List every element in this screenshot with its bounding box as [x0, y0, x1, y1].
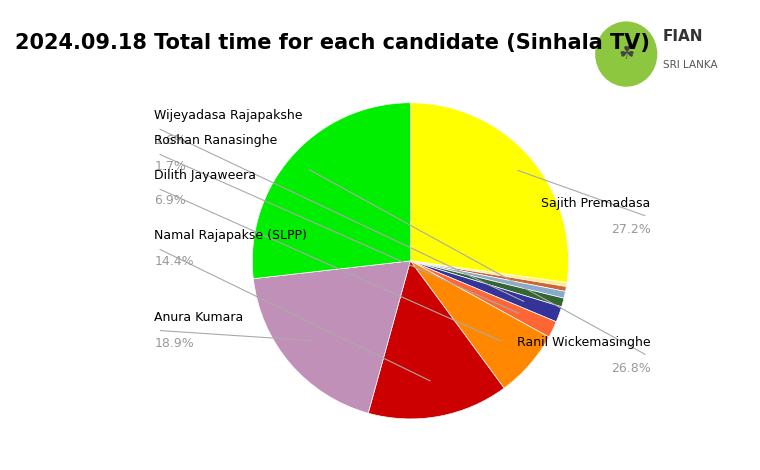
Text: 1.7%: 1.7%: [154, 160, 186, 172]
Text: Sajith Premadasa: Sajith Premadasa: [541, 197, 651, 210]
Text: Ranil Wickemasinghe: Ranil Wickemasinghe: [517, 337, 651, 349]
Wedge shape: [410, 261, 556, 337]
Text: 2024.09.18 Total time for each candidate (Sinhala TV): 2024.09.18 Total time for each candidate…: [15, 33, 650, 53]
Wedge shape: [410, 261, 567, 287]
Text: 27.2%: 27.2%: [611, 223, 651, 236]
Wedge shape: [410, 103, 568, 282]
Wedge shape: [253, 261, 410, 413]
Circle shape: [596, 22, 657, 86]
Wedge shape: [368, 261, 504, 419]
Text: 6.9%: 6.9%: [154, 195, 186, 207]
Text: ☘: ☘: [618, 45, 635, 63]
Text: 18.9%: 18.9%: [154, 337, 194, 350]
Text: 14.4%: 14.4%: [154, 255, 194, 267]
Wedge shape: [410, 261, 549, 388]
Text: FIAN: FIAN: [663, 29, 703, 44]
Wedge shape: [252, 103, 410, 279]
Wedge shape: [410, 261, 564, 307]
Wedge shape: [410, 261, 565, 298]
Text: Anura Kumara: Anura Kumara: [154, 311, 243, 324]
Text: Roshan Ranasinghe: Roshan Ranasinghe: [154, 134, 277, 147]
Text: SRI LANKA: SRI LANKA: [663, 60, 717, 70]
Text: Namal Rajapakse (SLPP): Namal Rajapakse (SLPP): [154, 229, 307, 242]
Text: 26.8%: 26.8%: [611, 362, 651, 375]
Text: Wijeyadasa Rajapakshe: Wijeyadasa Rajapakshe: [154, 109, 302, 122]
Wedge shape: [410, 261, 566, 291]
Wedge shape: [410, 261, 562, 322]
Text: Dilith Jayaweera: Dilith Jayaweera: [154, 169, 256, 182]
Text: 1.6%: 1.6%: [154, 134, 186, 148]
